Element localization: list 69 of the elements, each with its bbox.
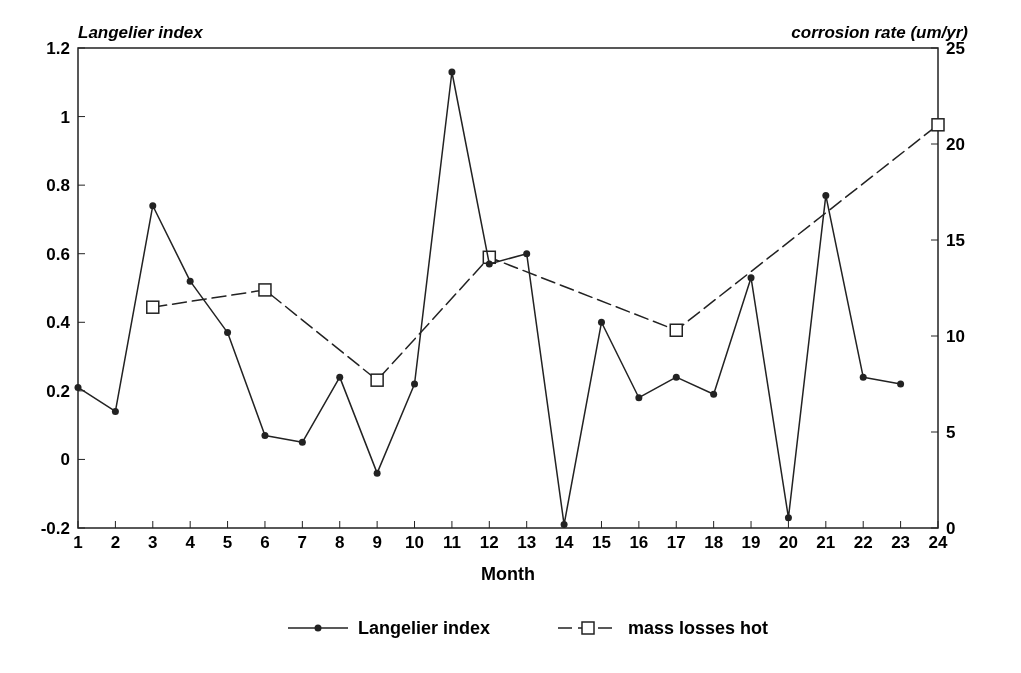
x-tick-label: 9 <box>372 533 382 552</box>
point <box>859 373 867 381</box>
x-tick-label: 23 <box>891 533 911 552</box>
point <box>635 394 643 402</box>
point <box>485 260 493 268</box>
x-tick-label: 5 <box>222 533 233 552</box>
point <box>822 191 830 199</box>
y-tick-label: 0.8 <box>46 176 70 196</box>
y-axis-title: Langelier index <box>78 23 205 42</box>
y-tick-label: 0.6 <box>46 244 70 264</box>
y2-tick-label: 0 <box>946 519 956 538</box>
x-tick-label: 7 <box>297 533 308 552</box>
x-tick-label: 24 <box>928 533 948 552</box>
x-tick-label: 22 <box>853 533 873 552</box>
point <box>186 277 194 285</box>
y2-tick-label: 20 <box>946 135 965 154</box>
point <box>261 431 269 439</box>
point <box>523 250 531 258</box>
x-tick-label: 21 <box>816 533 836 552</box>
x-tick-label: 17 <box>666 533 686 552</box>
legend-label: Langelier index <box>358 618 491 638</box>
x-tick-label: 12 <box>479 533 499 552</box>
point <box>146 300 160 314</box>
point <box>669 323 684 337</box>
point <box>672 373 680 381</box>
x-tick-label: 15 <box>592 533 611 552</box>
point <box>111 407 119 415</box>
x-tick-label: 16 <box>629 533 649 552</box>
y2-tick-label: 5 <box>946 423 956 442</box>
x-tick-label: 11 <box>442 533 461 552</box>
x-tick-label: 4 <box>185 533 196 552</box>
legend-label: mass losses hot <box>628 618 769 638</box>
point <box>258 283 272 297</box>
x-axis-title: Month <box>481 564 535 584</box>
x-tick-label: 13 <box>517 533 537 552</box>
x-tick-label: 19 <box>741 533 761 552</box>
x-tick-label: 14 <box>554 533 575 552</box>
y2-tick-label: 15 <box>946 231 965 250</box>
point <box>149 202 157 210</box>
y-tick-label: 0 <box>60 450 70 470</box>
x-tick-label: 10 <box>405 533 424 552</box>
point <box>931 118 945 132</box>
point <box>370 373 384 387</box>
x-tick-label: 20 <box>778 533 798 552</box>
point <box>224 329 232 337</box>
x-tick-label: 2 <box>110 533 121 552</box>
y-tick-label: 1.2 <box>46 39 70 58</box>
y2-tick-label: 10 <box>946 327 965 346</box>
point <box>710 390 718 398</box>
y2-axis-title: corrosion rate (um/yr) <box>791 23 969 42</box>
y-tick-label: 0.2 <box>46 381 70 401</box>
x-tick-label: 6 <box>260 533 270 552</box>
y-tick-label: 0.4 <box>46 313 71 333</box>
x-tick-label: 8 <box>335 533 345 552</box>
point <box>784 514 792 522</box>
x-tick-label: 18 <box>704 533 724 552</box>
point <box>298 438 306 446</box>
point <box>373 469 381 477</box>
x-tick-label: 1 <box>73 533 83 552</box>
point <box>448 68 456 76</box>
point <box>336 373 344 381</box>
point <box>747 274 755 282</box>
point <box>897 380 905 388</box>
x-tick-label: 3 <box>148 533 158 552</box>
point <box>74 383 82 391</box>
y-tick-label: 1 <box>60 107 70 127</box>
y-tick-label: -0.2 <box>40 519 70 538</box>
point <box>411 380 419 388</box>
point <box>597 318 605 326</box>
